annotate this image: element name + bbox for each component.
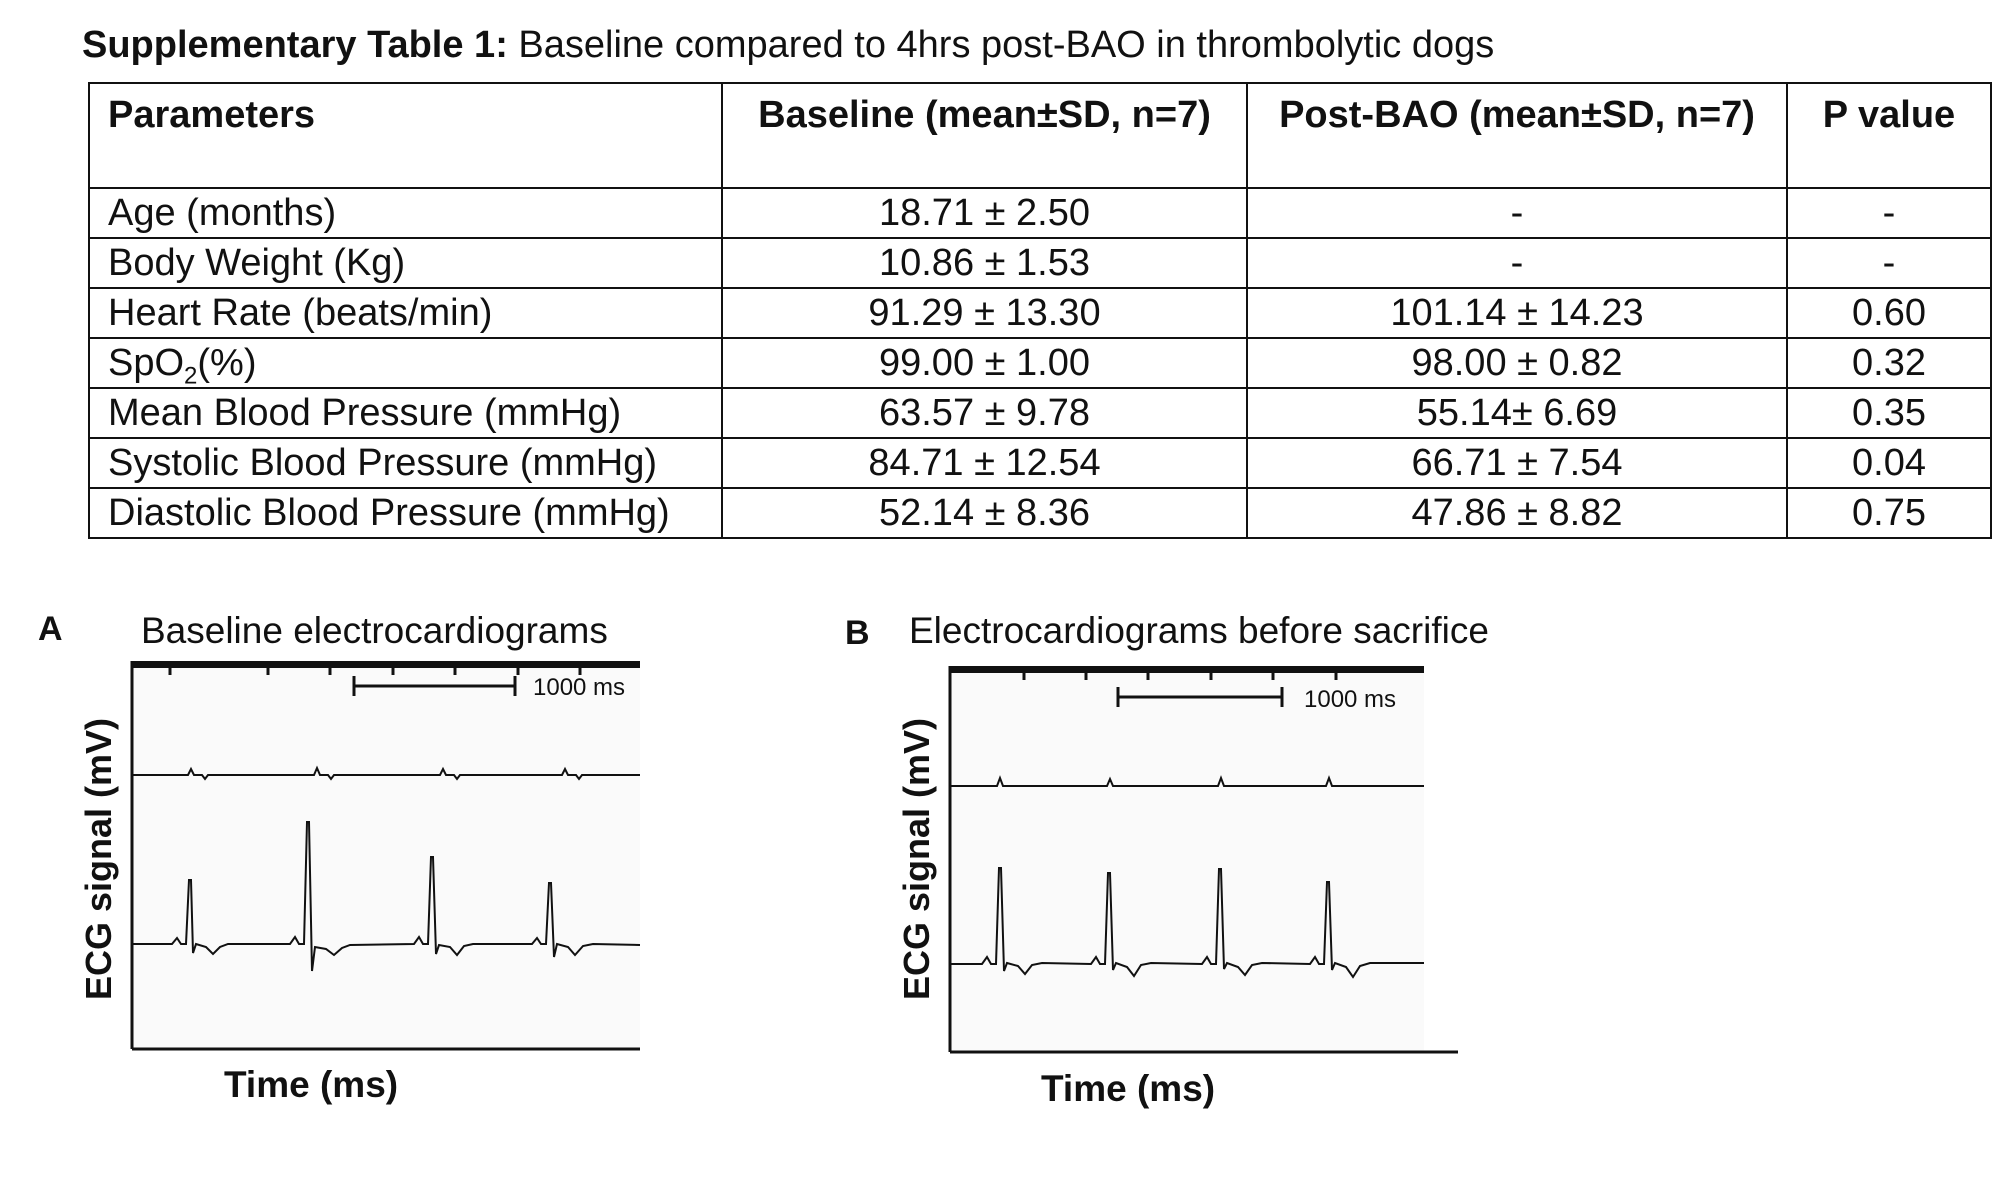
row-post: 55.14± 6.69: [1246, 387, 1788, 439]
row-param: Age (months): [88, 187, 723, 239]
panel-b-y-axis-label: ECG signal (mV): [896, 717, 937, 1000]
table-row: SpO2(%) 99.00 ± 1.00 98.00 ± 0.82 0.32: [88, 337, 1992, 389]
row-param: Mean Blood Pressure (mmHg): [88, 387, 723, 439]
plot-background: [950, 666, 1424, 1052]
panel-a-x-axis-label: Time (ms): [224, 1064, 399, 1105]
row-param: Body Weight (Kg): [88, 237, 723, 289]
table-row: Age (months) 18.71 ± 2.50 - -: [88, 187, 1992, 239]
row-post: -: [1246, 237, 1788, 289]
panel-b-ecg-plot: 1000 ms: [948, 666, 1458, 1054]
scale-bar-label: 1000 ms: [1304, 686, 1396, 713]
table-caption: Supplementary Table 1: Baseline compared…: [82, 24, 1494, 67]
panel-a-letter: A: [38, 610, 63, 648]
table-row: Heart Rate (beats/min) 91.29 ± 13.30 101…: [88, 287, 1992, 339]
scale-bar-label: 1000 ms: [533, 674, 625, 701]
header-parameters: Parameters: [88, 82, 723, 189]
top-time-ruler: [950, 666, 1424, 673]
header-baseline: Baseline (mean±SD, n=7): [721, 82, 1248, 189]
row-p: -: [1786, 237, 1992, 289]
row-post: -: [1246, 187, 1788, 239]
panel-b-title: Electrocardiograms before sacrifice: [909, 610, 1489, 651]
header-p-value: P value: [1786, 82, 1992, 189]
row-baseline: 18.71 ± 2.50: [721, 187, 1248, 239]
panel-b-x-axis-label: Time (ms): [1041, 1068, 1216, 1109]
row-param: SpO2(%): [88, 337, 723, 389]
panel-a-y-axis-label: ECG signal (mV): [78, 717, 119, 1000]
panel-a-ecg-plot: 1000 ms: [130, 661, 641, 1051]
row-post: 47.86 ± 8.82: [1246, 487, 1788, 539]
scale-bar: [352, 676, 517, 696]
ruler-ticks: [1022, 672, 1338, 680]
ecg-trace-top: [132, 765, 640, 781]
row-p: -: [1786, 187, 1992, 239]
table-row: Systolic Blood Pressure (mmHg) 84.71 ± 1…: [88, 437, 1992, 489]
table-row: Mean Blood Pressure (mmHg) 63.57 ± 9.78 …: [88, 387, 1992, 439]
row-post: 66.71 ± 7.54: [1246, 437, 1788, 489]
parameters-table: Parameters Baseline (mean±SD, n=7) Post-…: [88, 82, 1992, 539]
header-post-bao: Post-BAO (mean±SD, n=7): [1246, 82, 1788, 189]
row-baseline: 52.14 ± 8.36: [721, 487, 1248, 539]
table-header-row: Parameters Baseline (mean±SD, n=7) Post-…: [88, 82, 1992, 189]
row-baseline: 63.57 ± 9.78: [721, 387, 1248, 439]
plot-background: [132, 661, 640, 1049]
row-param: Systolic Blood Pressure (mmHg): [88, 437, 723, 489]
table-row: Diastolic Blood Pressure (mmHg) 52.14 ± …: [88, 487, 1992, 539]
row-p: 0.04: [1786, 437, 1992, 489]
table-row: Body Weight (Kg) 10.86 ± 1.53 - -: [88, 237, 1992, 289]
row-p: 0.60: [1786, 287, 1992, 339]
ecg-trace-bottom: [132, 821, 641, 972]
row-param: Heart Rate (beats/min): [88, 287, 723, 339]
ruler-ticks: [168, 667, 582, 675]
row-baseline: 10.86 ± 1.53: [721, 237, 1248, 289]
scale-bar: [1116, 687, 1284, 707]
row-baseline: 84.71 ± 12.54: [721, 437, 1248, 489]
row-p: 0.35: [1786, 387, 1992, 439]
row-baseline: 91.29 ± 13.30: [721, 287, 1248, 339]
panel-b-letter: B: [845, 614, 870, 652]
panel-a-title: Baseline electrocardiograms: [141, 610, 608, 651]
row-baseline: 99.00 ± 1.00: [721, 337, 1248, 389]
row-p: 0.75: [1786, 487, 1992, 539]
ecg-trace-top: [950, 775, 1424, 787]
top-time-ruler: [132, 661, 640, 668]
ecg-trace-bottom: [950, 867, 1424, 979]
row-param: Diastolic Blood Pressure (mmHg): [88, 487, 723, 539]
caption-label: Supplementary Table 1:: [82, 24, 508, 66]
caption-text: Baseline compared to 4hrs post-BAO in th…: [518, 24, 1495, 66]
row-post: 98.00 ± 0.82: [1246, 337, 1788, 389]
row-post: 101.14 ± 14.23: [1246, 287, 1788, 339]
row-p: 0.32: [1786, 337, 1992, 389]
